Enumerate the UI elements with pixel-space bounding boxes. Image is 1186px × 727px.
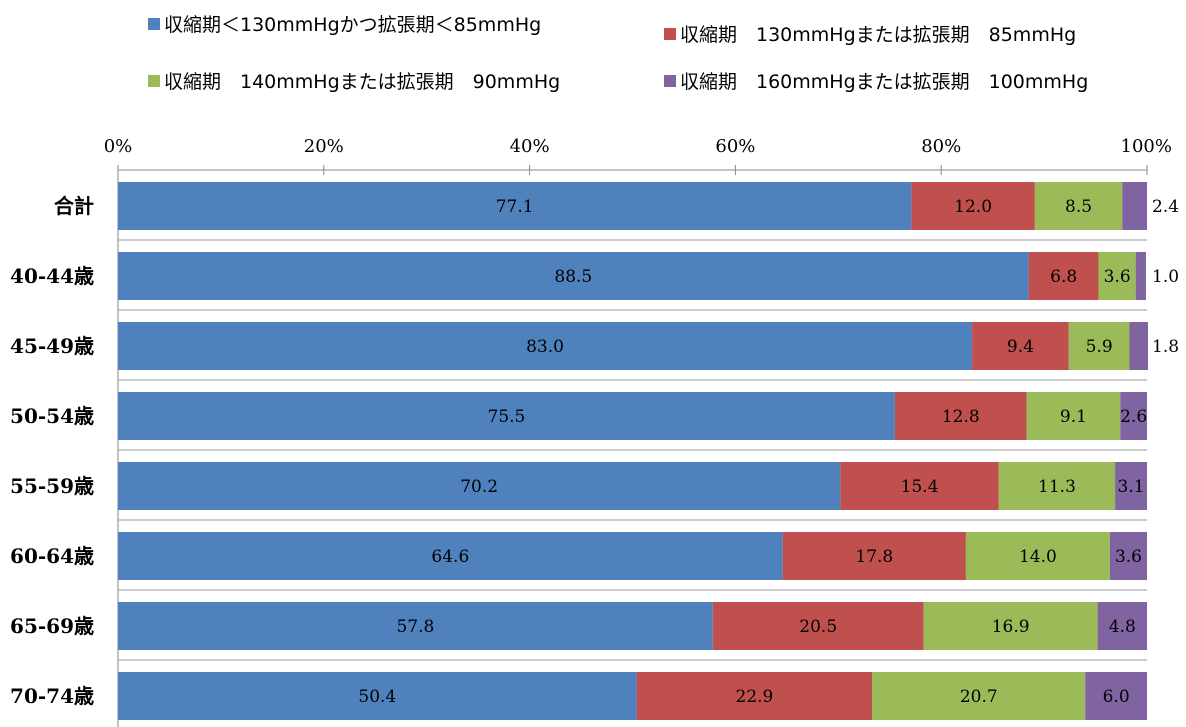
bar-segment [1026,392,1121,440]
data-label: 4.8 [1109,617,1136,637]
data-label: 77.1 [496,197,534,217]
legend-swatch [148,75,160,87]
category-label: 50-54歳 [10,404,94,428]
bar-segment [1122,182,1147,230]
bar-segment [118,392,895,440]
bar-segment [911,182,1035,230]
data-label: 16.9 [992,617,1030,637]
data-label: 17.8 [855,547,893,567]
plot-area: 合計 77.1 12.0 8.5 2.4 40-44歳 88.5 6.8 3.6 1.0 45-49… [10,170,1179,727]
bar-segment [872,672,1086,720]
legend-label: 収縮期 130mmHgまたは拡張期 85mmHg [680,24,1076,46]
bar-segment [118,182,912,230]
legend-swatch [148,18,160,30]
data-label: 12.0 [954,197,992,217]
bar-segment [118,322,973,370]
data-label: 70.2 [460,477,498,497]
x-tick-label: 100% [1121,136,1172,157]
bar-segment [998,462,1116,510]
x-axis: 0% 20% 40% 60% 80% 100% [104,136,1172,175]
data-label: 57.8 [396,617,434,637]
x-tick-label: 0% [104,136,133,157]
bar-segment [965,532,1110,580]
data-label: 64.6 [431,547,469,567]
data-label: 2.4 [1152,197,1179,217]
category-label: 合計 [54,194,94,218]
bar-segment [1034,182,1123,230]
bar-segment [636,672,873,720]
bar-segment [972,322,1069,370]
legend-swatch [664,75,676,87]
data-label: 14.0 [1019,547,1057,567]
bar-segment [1085,672,1147,720]
data-label: 2.6 [1120,407,1147,427]
data-label: 15.4 [901,477,939,497]
category-label: 70-74歳 [10,684,94,708]
category-label: 60-64歳 [10,544,94,568]
bar-segment [118,462,841,510]
data-label: 22.9 [736,687,774,707]
data-label: 9.1 [1060,407,1087,427]
category-label: 40-44歳 [10,264,94,288]
category-label: 65-69歳 [10,614,94,638]
data-label: 50.4 [358,687,396,707]
data-label: 1.8 [1152,337,1179,357]
legend-label: 収縮期 160mmHgまたは拡張期 100mmHg [680,71,1088,93]
x-tick-label: 20% [304,136,344,157]
bar-segment [118,672,637,720]
data-label: 20.5 [799,617,837,637]
legend: 収縮期＜130mmHgかつ拡張期＜85mmHg 収縮期 130mmHgまたは拡張期… [148,14,1088,93]
legend-label: 収縮期＜130mmHgかつ拡張期＜85mmHg [164,14,541,36]
data-label: 8.5 [1065,197,1092,217]
data-label: 83.0 [526,337,564,357]
data-label: 6.0 [1103,687,1130,707]
data-label: 3.1 [1118,477,1145,497]
bar-segment [923,602,1098,650]
data-label: 9.4 [1007,337,1034,357]
bar-segment [782,532,966,580]
bar-segment [1098,252,1136,300]
x-tick-label: 60% [715,136,755,157]
bar-segment [1028,252,1099,300]
bar-segment [118,602,713,650]
bar-segment [1115,462,1147,510]
bar-segment [118,252,1029,300]
data-label: 20.7 [960,687,998,707]
legend-swatch [664,28,676,40]
bar-segment [118,532,783,580]
data-label: 3.6 [1115,547,1142,567]
bar-segment [840,462,999,510]
legend-label: 収縮期 140mmHgまたは拡張期 90mmHg [164,71,560,93]
data-label: 6.8 [1050,267,1077,287]
bar-segment [1109,532,1147,580]
category-label: 45-49歳 [10,334,94,358]
category-label: 55-59歳 [10,474,94,498]
data-label: 5.9 [1086,337,1113,357]
bar-segment [1135,252,1146,300]
bar-segment [1120,392,1147,440]
data-label: 88.5 [554,267,592,287]
bar-segment [1068,322,1130,370]
data-label: 1.0 [1152,267,1179,287]
data-label: 12.8 [942,407,980,427]
x-tick-label: 40% [510,136,550,157]
data-label: 75.5 [488,407,526,427]
data-label: 11.3 [1038,477,1076,497]
bar-segment [1097,602,1147,650]
bar-segment [1129,322,1149,370]
x-tick-label: 80% [921,136,961,157]
bar-segment [712,602,924,650]
data-label: 3.6 [1104,267,1131,287]
bar-segment [894,392,1027,440]
